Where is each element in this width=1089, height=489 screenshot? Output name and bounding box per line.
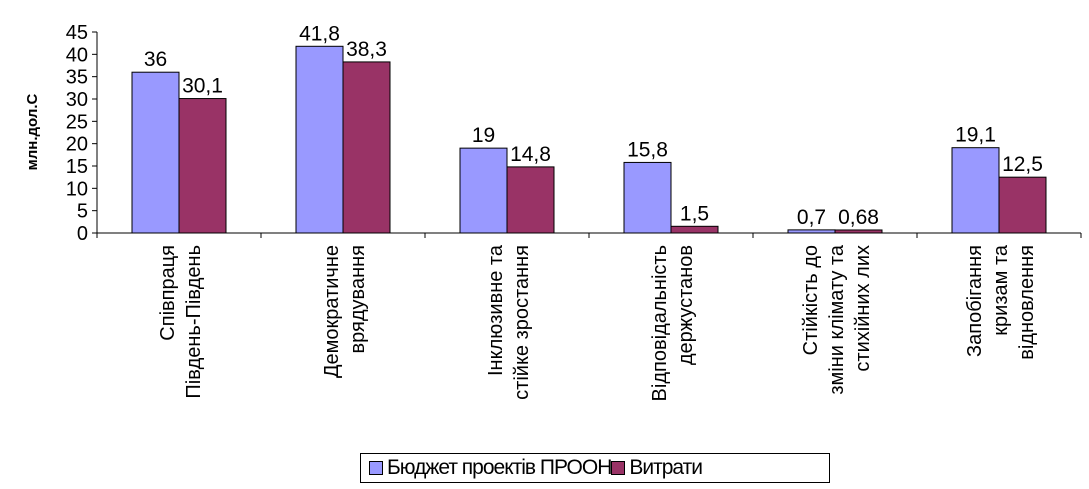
y-axis-title: млн.дол.С <box>24 93 41 170</box>
data-label: 38,3 <box>346 38 387 61</box>
data-label: 15,8 <box>627 138 668 161</box>
legend-label-budget: Бюджет проектів ПРООН <box>387 456 612 479</box>
y-tick-label: 35 <box>66 67 88 89</box>
y-tick-label: 0 <box>77 223 88 245</box>
y-tick-label: 5 <box>77 201 88 223</box>
data-label: 19,1 <box>955 124 996 147</box>
legend-swatch-budget <box>369 461 383 475</box>
data-label: 1,5 <box>680 202 709 225</box>
x-category-label: Запобігання <box>964 245 986 357</box>
data-label: 19 <box>472 124 495 147</box>
legend-label-spending: Витрати <box>629 456 703 479</box>
x-category-label: Стійкість до <box>800 245 822 355</box>
y-tick-label: 15 <box>66 156 88 178</box>
x-category-label: Інклюзивне та <box>485 244 507 376</box>
x-category-label: стихійних лих <box>852 245 874 372</box>
bar-spending <box>670 225 719 234</box>
legend-item-spending: Витрати <box>611 456 703 480</box>
y-tick-label: 40 <box>66 44 88 66</box>
x-category-label: кризам та <box>990 244 1012 336</box>
data-label: 0,7 <box>797 206 826 229</box>
y-tick-label: 25 <box>66 111 88 133</box>
x-category-label: Співпраця <box>157 245 179 341</box>
x-category-label: врядування <box>347 245 369 353</box>
bar-budget <box>131 71 180 234</box>
x-category-label: Демократичне <box>321 245 343 378</box>
x-category-label: держустанов <box>675 245 697 365</box>
legend-swatch-spending <box>611 461 626 475</box>
legend: Бюджет проектів ПРООН Витрати <box>360 453 830 483</box>
data-label: 14,8 <box>510 143 551 166</box>
legend-item-budget: Бюджет проектів ПРООН <box>369 456 612 480</box>
data-label: 0,68 <box>838 206 879 229</box>
bar-spending <box>998 176 1047 234</box>
x-category-label: стійке зростання <box>511 245 533 400</box>
data-label: 30,1 <box>182 75 223 98</box>
y-tick-label: 10 <box>66 178 88 200</box>
y-tick-label: 30 <box>66 89 88 111</box>
bar-budget <box>295 45 344 234</box>
y-tick-label: 20 <box>66 134 88 156</box>
x-category-label: зміни клімату та <box>826 244 848 395</box>
data-label: 12,5 <box>1002 153 1043 176</box>
bar-budget <box>459 147 508 234</box>
bar-spending <box>342 61 391 234</box>
bar-budget <box>787 229 836 234</box>
bar-spending <box>178 98 227 234</box>
x-category-label: Південь-Південь <box>183 245 205 399</box>
bar-spending <box>506 166 555 234</box>
bar-budget <box>623 161 672 234</box>
x-category-label: Відповідальність <box>649 245 671 401</box>
data-label: 41,8 <box>299 22 340 45</box>
y-tick-label: 45 <box>66 22 88 44</box>
bar-budget <box>951 147 1000 234</box>
x-category-label: відновлення <box>1016 245 1038 360</box>
data-label: 36 <box>144 48 167 71</box>
bar-spending <box>834 229 883 234</box>
